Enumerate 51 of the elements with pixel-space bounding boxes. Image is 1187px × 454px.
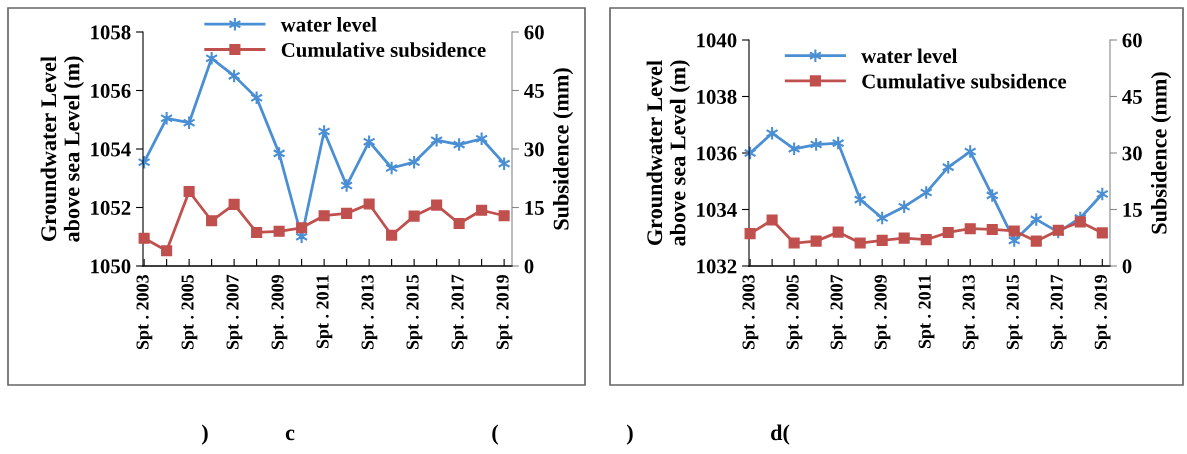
y-tick-label: 1054 — [91, 142, 131, 157]
y2-axis-title: Subsidence (mm) — [552, 68, 574, 230]
text: ) — [627, 424, 633, 445]
x-tick-label: Spt . 2009 — [874, 274, 891, 350]
x-tick-label: Spt . 2017 — [1050, 274, 1067, 350]
y-tick-label: 1058 — [91, 25, 131, 40]
legend-label: Cumulative subsidence — [281, 42, 486, 58]
y2-tick-label: 60 — [524, 25, 544, 40]
y-tick-label: 1032 — [697, 259, 737, 274]
legend-label: Cumulative subsidence — [862, 73, 1067, 89]
x-tick-label: Spt . 2005 — [181, 274, 198, 350]
x-tick-label: Spt . 2019 — [1094, 274, 1111, 350]
x-tick-label: Spt . 2013 — [361, 274, 378, 350]
y-tick-label: 1040 — [697, 33, 737, 48]
y2-tick-label: 30 — [524, 142, 544, 157]
y2-tick-label: 15 — [525, 200, 544, 215]
y2-tick-label: 30 — [1122, 146, 1142, 161]
y-tick-label: 1038 — [697, 89, 737, 104]
y2-tick-label: 60 — [1122, 33, 1142, 48]
x-tick-label: Spt . 2003 — [742, 274, 759, 350]
x-tick-label: Spt . 2009 — [271, 274, 288, 350]
x-tick-label: Spt . 2017 — [451, 274, 468, 350]
x-tick-label: Spt . 2005 — [786, 274, 803, 350]
y2-tick-label: 45 — [1122, 90, 1142, 104]
y-axis-title: Groundwater Level above sea Level (m) — [40, 56, 84, 242]
y-tick-label: 1050 — [91, 259, 131, 274]
y-tick-label: 1052 — [91, 200, 131, 215]
legend-label: water level — [861, 48, 958, 64]
y2-tick-label: 0 — [524, 259, 534, 274]
text: ( — [492, 424, 498, 445]
x-tick-label: Spt . 2019 — [496, 274, 513, 350]
y-tick-label: 1034 — [697, 202, 737, 217]
text: c — [285, 429, 295, 441]
y2-tick-label: 0 — [1122, 259, 1132, 274]
x-tick-label: Spt . 2011 — [316, 275, 333, 349]
y-tick-label: 1036 — [697, 146, 737, 161]
x-tick-label: Spt . 2011 — [918, 275, 935, 349]
x-tick-label: Spt . 2003 — [136, 274, 153, 350]
y2-tick-label: 15 — [1123, 202, 1142, 217]
x-tick-label: Spt . 2015 — [406, 274, 423, 350]
y2-tick-label: 45 — [524, 84, 544, 98]
text: d( — [771, 424, 790, 445]
x-tick-label: Spt . 2015 — [1006, 274, 1023, 350]
y2-axis-title: Subsidence (mm) — [1150, 72, 1172, 234]
y-tick-label: 1056 — [91, 83, 131, 98]
x-tick-label: Spt . 2013 — [962, 274, 979, 350]
legend-label: water level — [280, 17, 377, 32]
y-axis-title: Groundwater Level above sea Level (m) — [646, 60, 690, 246]
text: ) — [202, 424, 208, 445]
x-tick-label: Spt . 2007 — [830, 274, 847, 350]
x-tick-label: Spt . 2007 — [226, 274, 243, 350]
